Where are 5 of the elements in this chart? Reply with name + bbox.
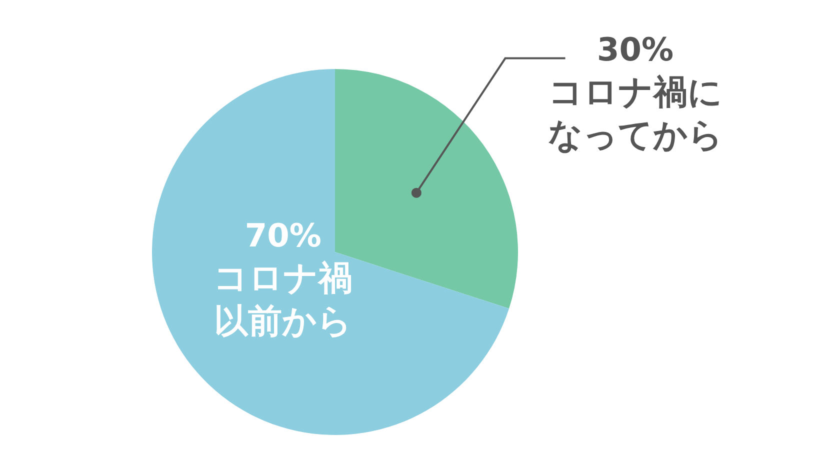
slice-label: コロナ禍以前から bbox=[214, 258, 353, 342]
pie-slice bbox=[152, 69, 510, 435]
data-label: 30% bbox=[596, 30, 674, 68]
data-label: 70% bbox=[244, 216, 322, 255]
slice-label: コロナ禍になってから bbox=[548, 72, 723, 156]
